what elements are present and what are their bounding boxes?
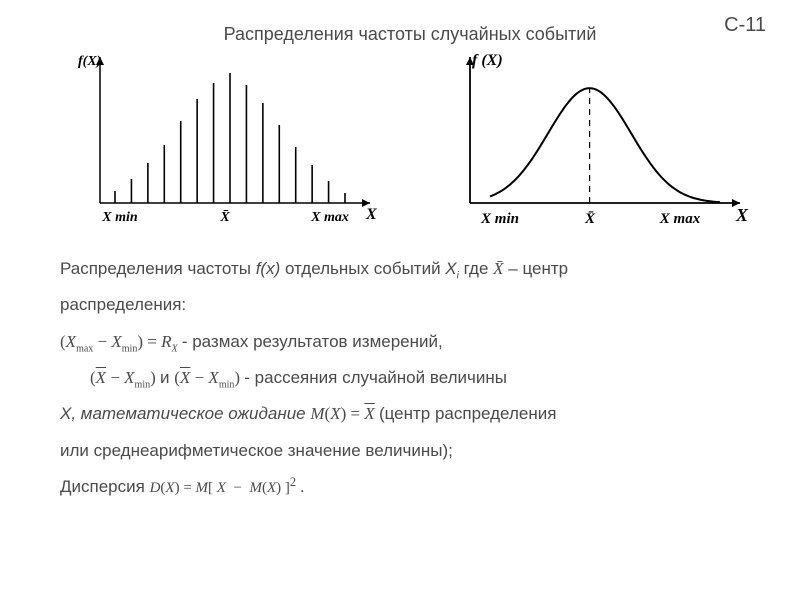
chart-continuous: f (X) X X min X̄ X max [430,53,760,233]
page-number: С-11 [724,14,766,37]
formula-dev2: (X − Xmin) [174,368,244,387]
svg-text:X̄: X̄ [219,210,230,225]
paragraph-4: (X − Xmin) и (X − Xmin) - рассеяния случ… [60,362,760,394]
svg-text:X max: X max [310,210,349,225]
page-title: Распределения частоты случайных событий [60,24,760,45]
fx-symbol: f(x) [256,259,281,278]
svg-text:X: X [365,206,377,223]
xi-symbol: Xi [445,259,463,278]
body-text: Распределения частоты f(x) отдельных соб… [60,253,760,503]
text: отдельных событий [285,259,445,278]
paragraph-3: (Xmax − Xmin) = RX - размах результатов … [60,326,760,358]
page-root: С-11 Распределения частоты случайных соб… [0,0,800,600]
svg-text:f(X): f(X) [78,54,101,69]
text: Распределения частоты [60,259,256,278]
svg-text:X min: X min [101,210,138,225]
paragraph-5: X, математическое ожидание M(X) = X (цен… [60,398,760,430]
text: - размах результатов измерений, [182,332,443,351]
text: – центр [508,259,568,278]
paragraph-7: Дисперсия D(X) = M[ X − M(X) ]2 . [60,471,760,503]
text: . [300,477,305,496]
svg-text:X max: X max [659,211,701,227]
text: (центр распределения [379,404,556,423]
text: X, математическое ожидание [60,404,310,423]
paragraph-1: Распределения частоты f(x) отдельных соб… [60,253,760,285]
xbar-symbol: X̄ [493,259,503,278]
svg-text:X̄: X̄ [584,211,596,227]
formula-variance: D(X) = M[ X − M(X) ]2 [150,480,300,496]
chart-discrete-svg: f(X) X X min X̄ X max [60,53,390,233]
chart-discrete: f(X) X X min X̄ X max [60,53,390,233]
svg-text:X min: X min [480,211,519,227]
text: и [160,368,174,387]
formula-expectation: M(X) = X [310,404,379,423]
text: где [464,259,494,278]
svg-text:f (X): f (X) [472,53,503,69]
paragraph-6: или среднеарифметическое значение величи… [60,435,760,467]
text: Дисперсия [60,477,150,496]
text: - рассеяния случайной величины [244,368,507,387]
formula-dev1: (X − Xmin) [90,368,160,387]
svg-text:X: X [735,205,749,225]
formula-range: (Xmax − Xmin) = RX [60,332,182,351]
charts-row: f(X) X X min X̄ X max f (X) X X min X̄ X max [60,53,760,233]
chart-continuous-svg: f (X) X X min X̄ X max [430,53,760,233]
paragraph-2: распределения: [60,289,760,321]
